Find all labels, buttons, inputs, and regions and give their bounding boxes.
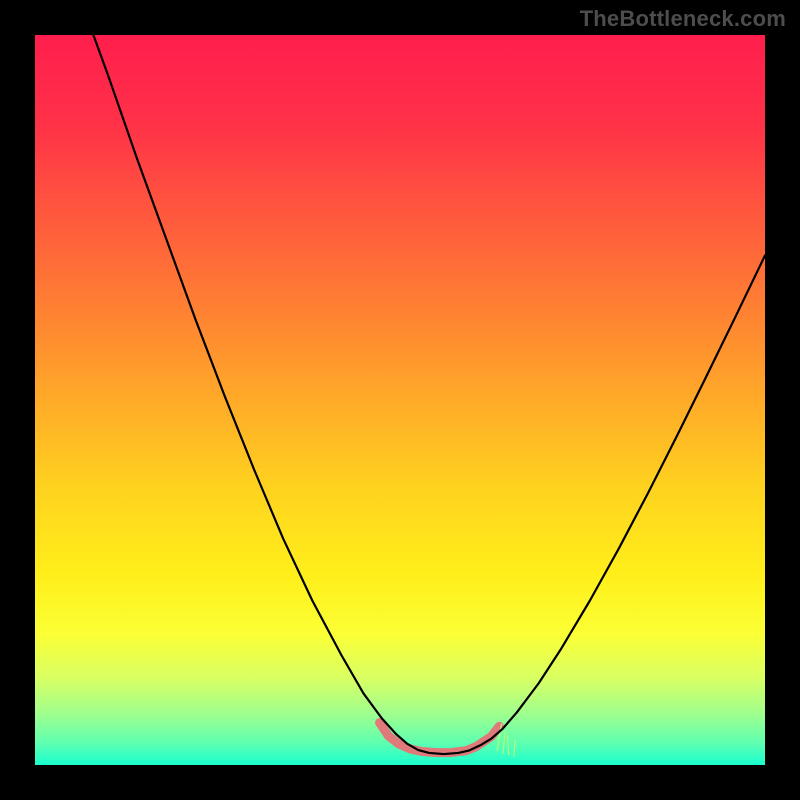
plot-svg bbox=[35, 35, 765, 765]
plot-area bbox=[35, 35, 765, 765]
watermark-text: TheBottleneck.com bbox=[580, 6, 786, 32]
gradient-background bbox=[35, 35, 765, 765]
